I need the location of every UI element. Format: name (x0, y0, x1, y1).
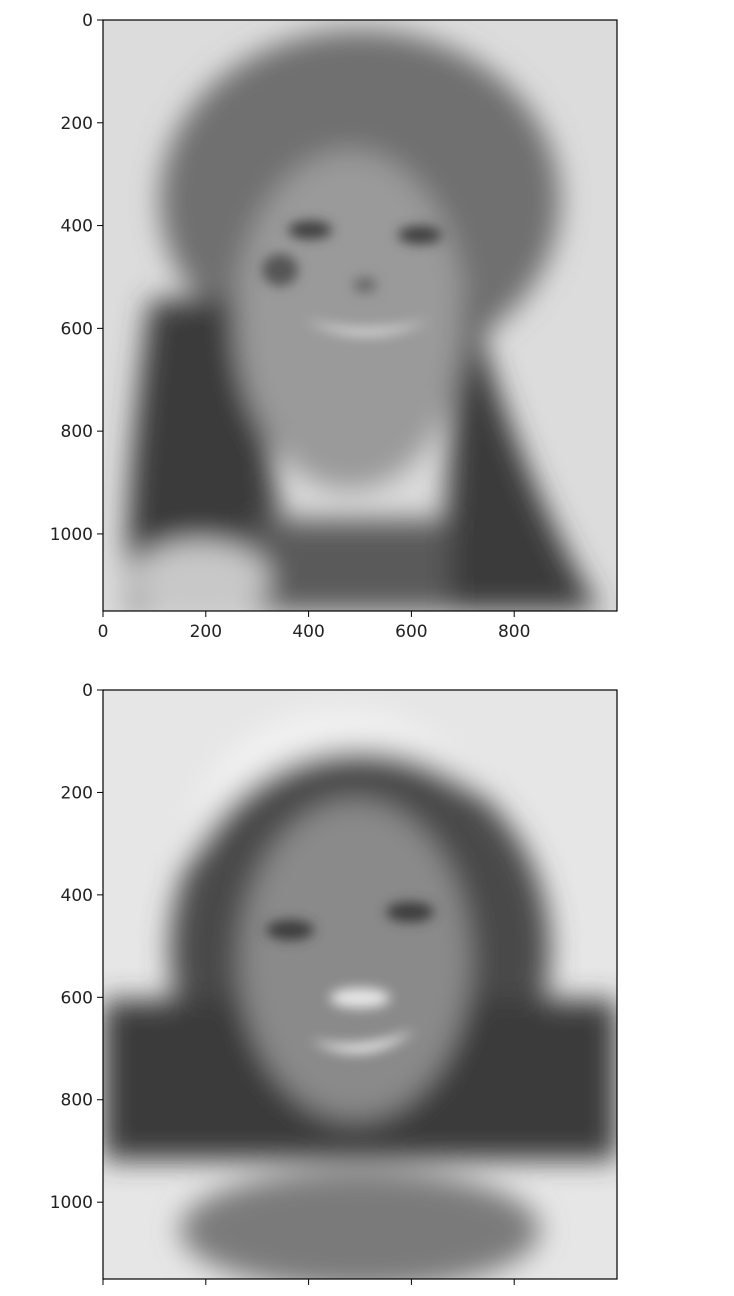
y-tick-label: 1000 (50, 1193, 93, 1213)
axes-panel-2: 0 200 400 600 800 1000 (50, 681, 618, 1285)
y-tick-label: 0 (82, 681, 93, 701)
y-tick-label: 200 (61, 783, 93, 803)
axes-frame (102, 19, 618, 612)
x-tick-label: 600 (395, 622, 427, 642)
x-tick-label: 800 (498, 622, 530, 642)
y-tick-label: 800 (61, 422, 93, 442)
y-tick-label: 800 (61, 1091, 93, 1111)
x-tick-label: 200 (190, 622, 222, 642)
y-tick-label: 200 (61, 114, 93, 134)
x-tick-label: 0 (98, 622, 109, 642)
y-tick-label: 1000 (50, 525, 93, 545)
axes-panel-1: 0 200 400 600 800 1000 0 200 400 600 800 (50, 11, 618, 642)
axes-frame (102, 689, 618, 1280)
y-tick-label: 600 (61, 319, 93, 339)
y-tick-label: 0 (82, 11, 93, 31)
image-panel-2 (103, 690, 617, 1279)
y-tick-label: 400 (61, 217, 93, 237)
x-tick-label: 400 (292, 622, 324, 642)
y-tick-label: 400 (61, 886, 93, 906)
image-panel-1 (103, 20, 617, 611)
y-tick-label: 600 (61, 988, 93, 1008)
